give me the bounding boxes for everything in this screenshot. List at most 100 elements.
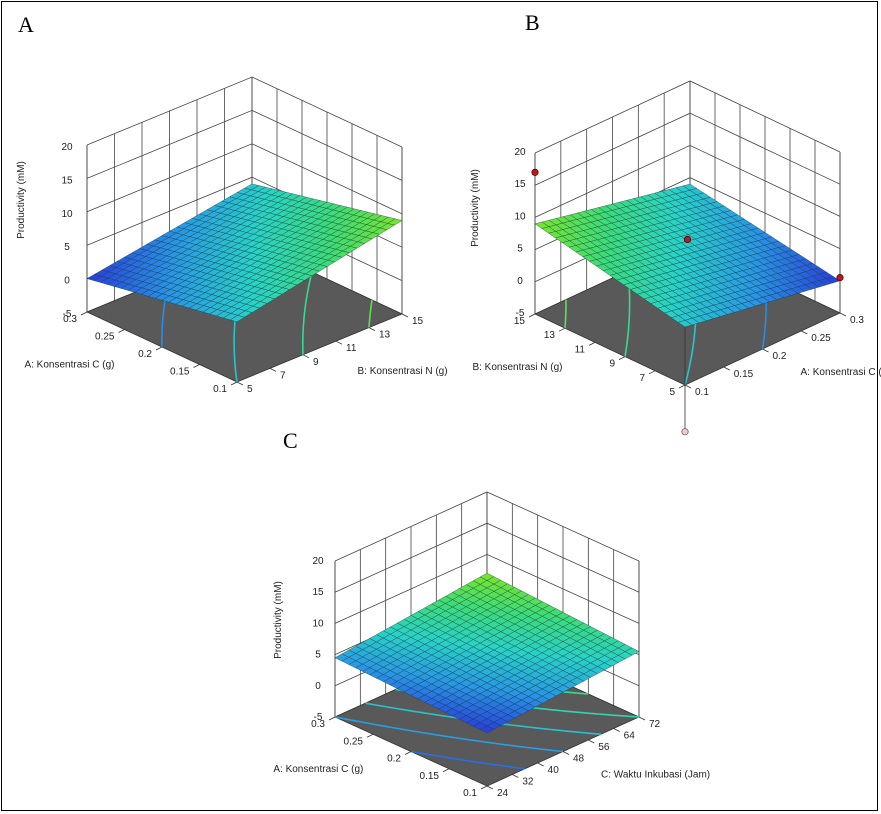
z-tick-label: 5 [315,650,321,661]
y-tick-mark [562,751,570,755]
z-tick-label: 0 [315,681,321,692]
z-tick-label: -5 [516,308,525,319]
x-tick-mark [648,370,656,375]
x-tick-mark [328,716,336,721]
y-tick-mark [269,368,277,372]
y-tick-mark [613,728,620,732]
y-tick-label: 48 [573,754,585,765]
z-tick-label: -5 [314,712,323,723]
z-axis-label: Productivity (mM) [16,161,27,239]
y-tick-mark [401,313,409,318]
y-tick-mark [236,381,244,386]
design-point [531,168,539,176]
design-point [836,274,844,282]
y-tick-label: 56 [598,742,610,753]
x-tick-mark [558,327,566,332]
wall-gridline-z [86,109,403,181]
z-axis-label: Productivity (mM) [273,581,284,659]
y-axis-label: C: Waktu Inkubasi (Jam) [601,770,710,781]
y-axis-label: A: Konsentrasi C (g) [801,367,881,378]
y-axis-label: B: Konsentrasi N (g) [358,366,448,377]
surface-plot-a: -5 0 5 10 15 20 Productivity (mM) 0.1 0.15 0.2 0.2… [16,12,448,395]
design-points [531,168,844,436]
z-tick-labels: -5 0 5 10 15 20 [61,142,73,320]
design-point-below [681,428,689,436]
x-tick-label: 0.1 [463,788,477,799]
x-tick-label: 0.3 [311,719,325,730]
x-tick-labels: 0.1 0.15 0.2 0.25 0.3 [63,311,238,395]
panel-letter-c: C [283,428,298,453]
design-point [683,235,692,243]
y-tick-label: 0.1 [695,387,709,398]
z-tick-label: 15 [514,179,526,190]
z-tick-label: 5 [517,244,523,255]
x-tick-label: 0.1 [213,384,227,395]
x-tick-mark [480,785,488,790]
x-tick-label: 0.15 [170,367,190,378]
x-tick-mark [678,384,686,389]
surface-cell [479,725,495,734]
y-tick-label: 9 [313,357,319,368]
z-tick-label: 0 [517,276,523,287]
y-tick-mark [368,327,376,331]
x-tick-mark [588,342,596,346]
z-tick-label: 0 [64,276,70,287]
y-tick-label: 32 [522,777,534,788]
z-tick-label: 20 [312,556,324,567]
y-tick-label: 15 [412,316,424,327]
x-tick-label: 0.25 [95,332,115,343]
x-tick-label: 7 [639,373,645,384]
y-tick-label: 64 [624,731,636,742]
x-tick-label: 13 [544,330,556,341]
panel-letter-a: A [18,12,34,37]
x-tick-label: 9 [609,359,615,370]
x-tick-mark [118,329,125,333]
y-tick-label: 11 [346,343,357,354]
wall-gridline-z [534,112,841,186]
y-tick-mark [839,312,847,317]
x-axis-label: A: Konsentrasi C (g) [24,360,114,371]
z-tick-labels: -5 0 5 10 15 20 [514,147,526,319]
y-tick-mark [723,366,730,371]
x-tick-mark [80,311,88,316]
x-tick-label: 5 [669,387,675,398]
y-tick-mark [801,330,808,335]
x-tick-label: 0.3 [63,314,77,325]
y-tick-mark [302,354,310,359]
contour-line [334,716,564,753]
y-tick-label: 7 [280,370,286,381]
x-tick-label: 0.2 [387,754,401,765]
surface-plot-b: -5 0 5 10 15 20 Productivity (mM) 5 7 9 11 13 15 B: K… [470,10,881,436]
contour-line [368,299,373,328]
x-tick-label: 15 [514,316,526,327]
y-tick-labels: 24 32 40 48 56 64 72 [486,716,661,799]
surface-cell [229,315,245,323]
y-tick-label: 40 [548,765,560,776]
contour-line [564,299,567,329]
y-tick-mark [638,716,646,721]
contour-line [410,750,526,770]
x-tick-mark [404,751,412,755]
x-tick-mark [618,356,626,360]
z-tick-label: 20 [514,147,526,158]
y-tick-label: 72 [649,719,661,730]
x-tick-labels: 0.1 0.15 0.2 0.25 0.3 [311,716,488,799]
y-tick-labels: 0.1 0.15 0.2 0.25 0.3 [684,312,864,398]
wall-gridline-z [534,80,841,154]
contour-line [302,271,313,355]
x-axis-label: A: Konsentrasi C (g) [273,764,363,775]
z-tick-label: 15 [312,587,324,598]
response-surface [86,183,403,323]
y-tick-label: 0.3 [850,315,864,326]
y-tick-mark [486,785,494,790]
surface-plot-c: -5 0 5 10 15 20 Productivity (mM) 0.1 0.15 0.2 0.2… [273,428,710,799]
y-tick-label: 5 [247,384,253,395]
x-tick-mark [155,346,163,351]
z-tick-label: 15 [61,175,73,186]
z-tick-label: 10 [312,618,324,629]
x-tick-label: 0.15 [420,771,440,782]
z-tick-label: 10 [514,211,526,222]
response-surface [334,572,640,734]
x-tick-mark [528,313,536,318]
